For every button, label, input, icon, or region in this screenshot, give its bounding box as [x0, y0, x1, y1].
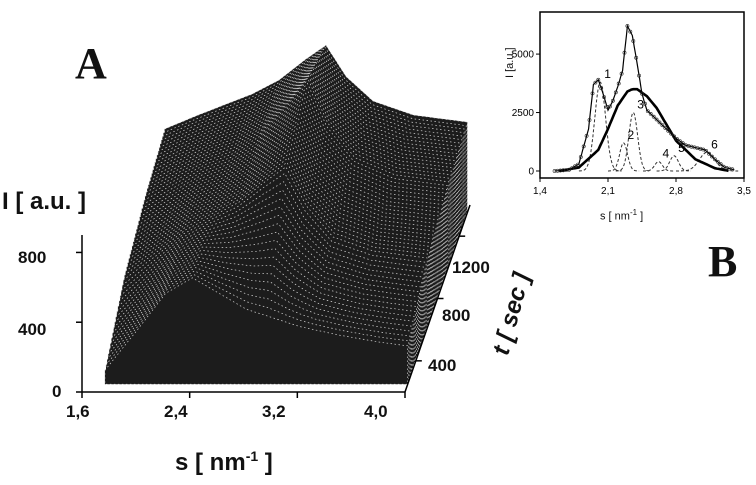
t-tick-label: 400: [428, 356, 457, 375]
data-point: [663, 126, 668, 130]
fit-component-peak: [608, 142, 640, 172]
data-point: [660, 123, 665, 128]
panel-label-b: B: [708, 237, 738, 286]
peak-label: 3: [637, 98, 644, 112]
data-point: [573, 164, 577, 169]
y-tick-label: 0: [52, 382, 62, 401]
data-point: [567, 167, 572, 172]
x-tick-label: 2,4: [164, 402, 188, 421]
data-point: [730, 167, 735, 172]
data-point: [657, 120, 662, 125]
data-point: [581, 144, 586, 149]
data-point: [570, 166, 575, 171]
data-point: [669, 131, 674, 136]
panel-label-a: A: [75, 39, 107, 88]
inset-x-axis-title-text: s [ nm: [600, 210, 630, 223]
inset-series: 1 2 3 4 5 6: [552, 23, 739, 173]
data-point: [680, 141, 685, 146]
inset-x-tick-label: 3,5: [737, 186, 751, 197]
data-point: [602, 95, 607, 100]
data-point: [593, 80, 598, 85]
data-point: [613, 90, 618, 95]
data-point: [715, 159, 720, 164]
broad-envelope-curve: [559, 87, 729, 173]
t-tick-label: 1200: [452, 258, 490, 277]
waterfall-ticks: [76, 235, 466, 398]
data-point: [637, 73, 642, 78]
data-point: [654, 117, 659, 122]
data-point: [587, 118, 592, 122]
data-point: [642, 101, 647, 106]
data-point: [631, 39, 636, 43]
data-point: [677, 139, 682, 144]
data-point: [707, 151, 711, 156]
data-point: [619, 71, 624, 76]
data-point: [666, 128, 671, 133]
inset-x-axis-title-end: ]: [637, 210, 644, 223]
data-point: [701, 147, 706, 152]
data-point: [648, 112, 653, 116]
inset-y-axis-title: I [a.u.]: [504, 47, 516, 78]
data-point: [645, 109, 650, 114]
data-point: [611, 98, 615, 103]
data-point: [576, 162, 580, 167]
waterfall-trace: [104, 277, 409, 385]
fit-component-peak: [656, 155, 691, 172]
data-point: [608, 104, 612, 109]
data-point: [578, 155, 583, 159]
data-point: [634, 55, 639, 60]
data-point: [596, 77, 601, 82]
peak-label: 6: [711, 137, 718, 151]
data-point: [628, 29, 633, 34]
x-axis-title-sup: -1: [245, 448, 259, 464]
data-point: [616, 81, 621, 86]
fit-component-peak: [578, 81, 622, 172]
inset-y-tick-label: 0: [528, 166, 534, 177]
inset-x-tick-label: 1,4: [533, 186, 547, 197]
measured-curve: [554, 23, 735, 172]
fit-component-peak: [643, 161, 675, 172]
data-point: [622, 50, 627, 55]
data-point: [712, 157, 717, 162]
inset-y-tick-label: 5000: [512, 50, 535, 61]
inset-plot-frame: [539, 11, 745, 179]
t-tick-label: 800: [442, 306, 471, 325]
data-point: [651, 114, 656, 119]
inset-ticks: 1,4 2,1 2,8 3,5 0 2500 5000: [512, 50, 752, 197]
x-axis-title: s [ nm-1 ]: [175, 448, 273, 477]
y-tick-label: 800: [18, 248, 47, 267]
x-axis-title-text: s [ nm: [175, 449, 246, 476]
data-point: [599, 86, 604, 91]
data-point: [625, 24, 630, 28]
peak-label: 1: [604, 67, 611, 81]
data-point: [709, 154, 714, 159]
data-point: [590, 91, 595, 96]
inset-chart: 1 2 3 4 5 6 1,4 2,1 2,8 3,5 0 2500 5000: [512, 11, 752, 197]
peak-label: 4: [663, 147, 670, 161]
data-point: [704, 148, 709, 153]
data-point: [584, 133, 589, 138]
x-tick-label: 4,0: [364, 402, 388, 421]
peak-label: 5: [678, 141, 685, 155]
x-tick-label: 1,6: [66, 402, 90, 421]
x-axis-title-end: ]: [258, 449, 273, 476]
y-axis-title: I [ a.u. ]: [2, 188, 86, 215]
y-tick-label: 400: [18, 320, 47, 339]
inset-x-axis-title: s [ nm-1 ]: [600, 208, 643, 223]
waterfall-surface: [104, 44, 468, 385]
peak-label: 2: [628, 128, 635, 142]
data-point: [718, 162, 723, 167]
inset-x-tick-label: 2,8: [669, 186, 683, 197]
data-point: [640, 91, 644, 96]
inset-x-axis-title-sup: -1: [629, 208, 638, 217]
inset-x-tick-label: 2,1: [601, 186, 615, 197]
inset-y-tick-label: 2500: [512, 108, 535, 119]
x-tick-label: 3,2: [262, 402, 286, 421]
fit-component-peak: [615, 111, 651, 172]
data-point: [672, 134, 677, 139]
data-point: [675, 137, 679, 141]
